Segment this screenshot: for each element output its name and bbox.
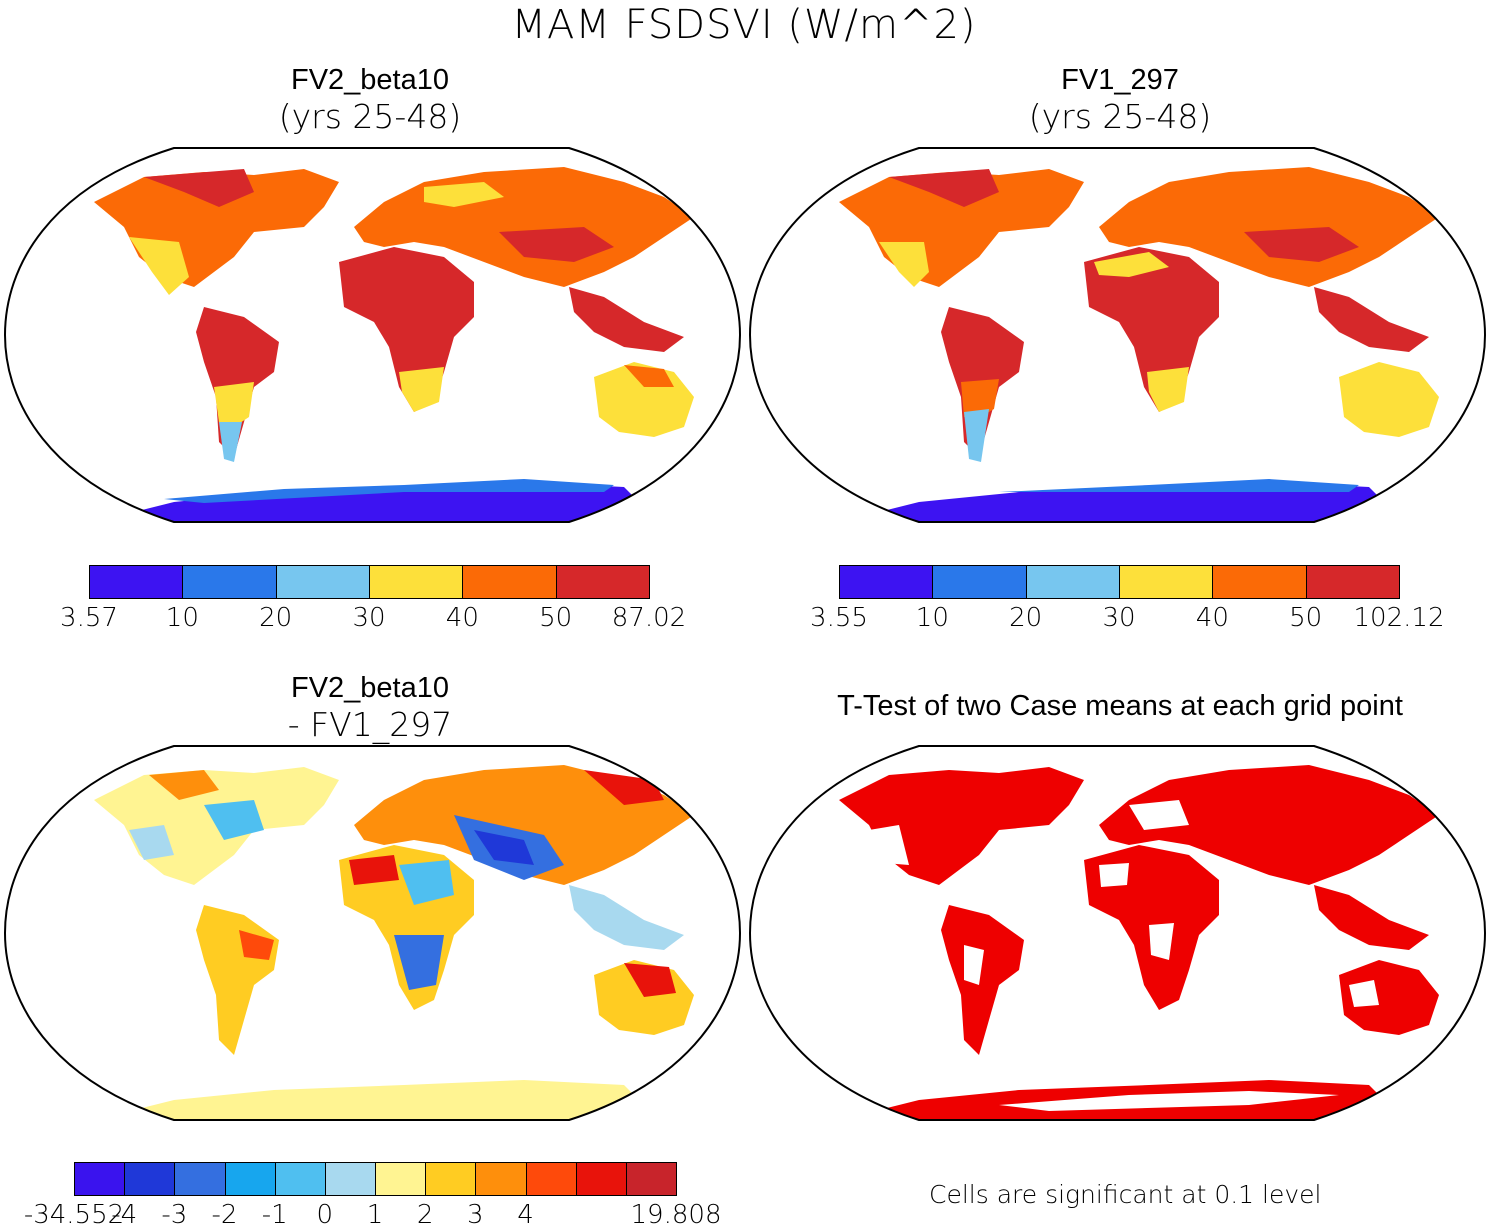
colorbar-3-tick-label: 1 [366, 1200, 384, 1230]
panel-2-title: FV1_297 (yrs 25-48) [870, 62, 1370, 136]
colorbar-2-swatch-5 [1305, 565, 1401, 599]
colorbar-3-swatch-0 [74, 1162, 126, 1196]
colorbar-1-tick-label: 30 [352, 603, 386, 633]
panel-3-title: FV2_beta10 - FV1_297 [120, 670, 620, 744]
colorbar-3-swatch-5 [324, 1162, 377, 1196]
colorbar-1-swatch-1 [182, 565, 278, 599]
panel-2-case-name: FV1_297 [1061, 64, 1179, 96]
panel-1-title: FV2_beta10 (yrs 25-48) [120, 62, 620, 136]
colorbar-1-swatch-0 [89, 565, 184, 599]
colorbar-2-swatch-4 [1212, 565, 1308, 599]
colorbar-3-swatch-2 [174, 1162, 226, 1196]
colorbar-3-swatch-8 [475, 1162, 527, 1196]
panel-1-map [4, 147, 742, 523]
colorbar-1-tick-label: 3.57 [60, 603, 118, 633]
colorbar-3-tick-label: -4 [111, 1200, 138, 1230]
panel-3-colorbar: -34.552 -4 -3 -2 -1 0 1 2 3 4 19.808 [24, 1162, 721, 1232]
colorbar-1-tick-label: 87.02 [611, 603, 687, 633]
colorbar-2-tick-label: 40 [1195, 603, 1229, 633]
colorbar-3-tick-label: 0 [316, 1200, 334, 1230]
colorbar-1-tick-label: 20 [259, 603, 293, 633]
colorbar-3-tick-label: 19.808 [630, 1200, 722, 1230]
panel-2-map [749, 147, 1487, 523]
colorbar-3-swatch-11 [625, 1162, 678, 1196]
panel-4-title: T-Test of two Case means at each grid po… [837, 690, 1403, 722]
colorbar-1-tick-label: 50 [539, 603, 573, 633]
colorbar-2-swatch-0 [839, 565, 934, 599]
panel-1-colorbar: 3.57 10 20 30 40 50 87.02 [60, 565, 686, 635]
significance-note: Cells are significant at 0.1 level [929, 1180, 1322, 1209]
colorbar-3-tick-label: -3 [161, 1200, 188, 1230]
panel-3-case-name: FV2_beta10 [290, 672, 449, 704]
colorbar-2-tick-label: 30 [1102, 603, 1136, 633]
colorbar-1-swatch-3 [369, 565, 464, 599]
panel-2-colorbar: 3.55 10 20 30 40 50 102.12 [810, 565, 1444, 635]
colorbar-3-tick-label: 3 [467, 1200, 484, 1230]
colorbar-2-swatch-3 [1119, 565, 1214, 599]
figure-title: MAM FSDSVI (W/m^2) [511, 2, 977, 48]
colorbar-3-swatch-6 [375, 1162, 427, 1196]
panel-3-map [4, 745, 742, 1121]
colorbar-2-tick-label: 102.12 [1353, 603, 1445, 633]
panel-2-years: (yrs 25-48) [1028, 97, 1212, 136]
colorbar-3-tick-label: 2 [416, 1200, 434, 1230]
colorbar-2-tick-label: 50 [1289, 603, 1323, 633]
panel-4-map [749, 745, 1487, 1121]
colorbar-2-tick-label: 10 [915, 603, 949, 633]
panel-1-case-name: FV2_beta10 [290, 64, 449, 96]
colorbar-3-tick-label: -2 [211, 1200, 238, 1230]
colorbar-3-swatch-9 [525, 1162, 578, 1196]
colorbar-3-swatch-4 [274, 1162, 327, 1196]
colorbar-1-swatch-5 [555, 565, 651, 599]
colorbar-2-tick-label: 20 [1009, 603, 1043, 633]
colorbar-1-tick-label: 40 [445, 603, 479, 633]
colorbar-3-tick-label: 4 [517, 1200, 534, 1230]
colorbar-1-tick-label: 10 [165, 603, 199, 633]
panel-3-difference-label: - FV1_297 [287, 705, 453, 744]
colorbar-3-swatch-10 [575, 1162, 628, 1196]
colorbar-3-tick-label: -34.552 [23, 1200, 125, 1230]
colorbar-2-swatch-1 [932, 565, 1028, 599]
colorbar-2-swatch-2 [1025, 565, 1121, 599]
colorbar-3-swatch-1 [124, 1162, 176, 1196]
colorbar-1-swatch-2 [275, 565, 371, 599]
colorbar-2-tick-label: 3.55 [810, 603, 868, 633]
colorbar-1-swatch-4 [462, 565, 558, 599]
colorbar-3-swatch-7 [425, 1162, 477, 1196]
panel-1-years: (yrs 25-48) [278, 97, 462, 136]
colorbar-3-swatch-3 [224, 1162, 277, 1196]
colorbar-3-tick-label: -1 [261, 1200, 288, 1230]
